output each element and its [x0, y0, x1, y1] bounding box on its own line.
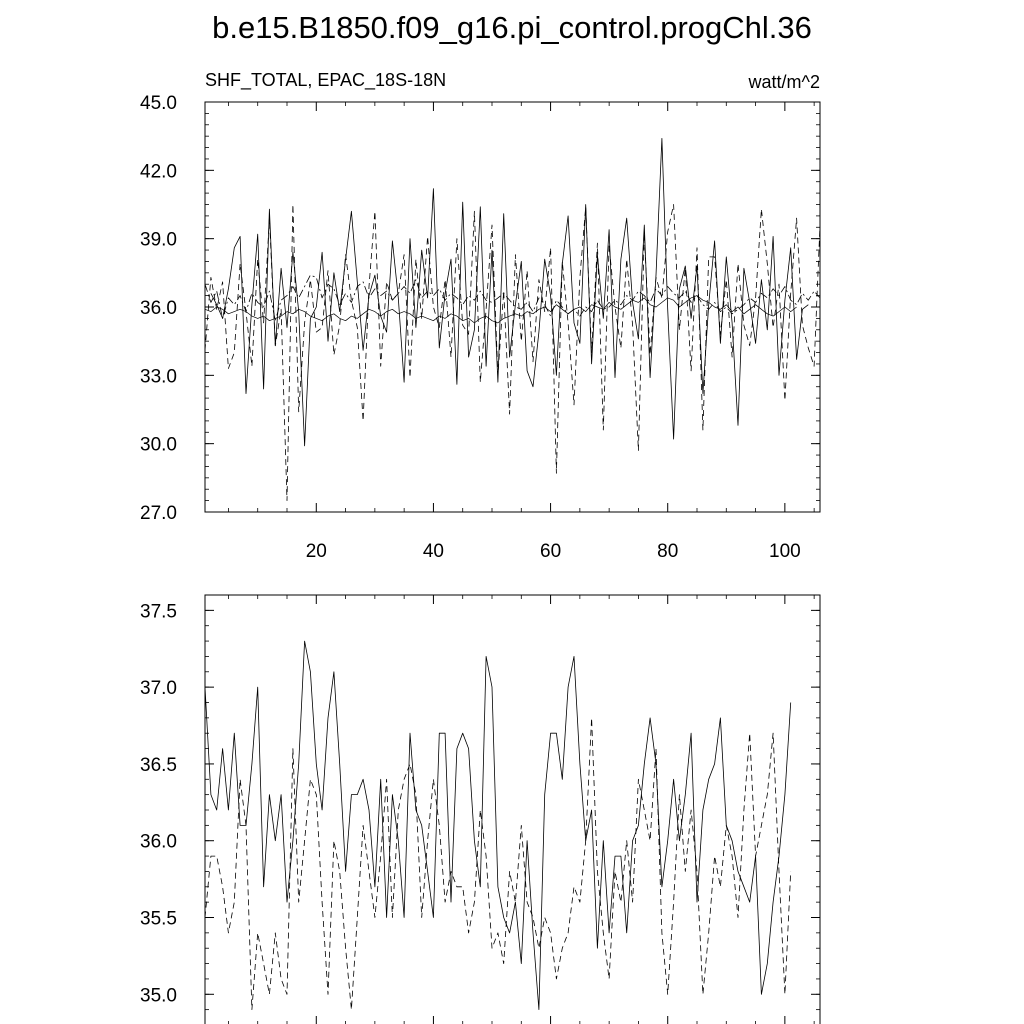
top-panel-y-tick-label: 30.0 [140, 435, 177, 456]
top-panel-x-tick-label: 80 [657, 541, 678, 562]
top-panel-series-dashdot-line [204, 274, 821, 322]
top-panel-left-label: SHF_TOTAL, EPAC_18S-18N [205, 70, 446, 91]
top-panel-series [204, 137, 821, 502]
bottom-panel-y-tick-label: 36.5 [140, 755, 177, 776]
bottom-panel-y-tick-label: 35.0 [140, 985, 177, 1006]
top-panel-x-tick-label: 40 [423, 541, 444, 562]
bottom-panel-y-tick-label: 37.0 [140, 678, 177, 699]
bottom-panel-frame [204, 594, 821, 1024]
bottom-panel-y-tick-label: 37.5 [140, 601, 177, 622]
top-panel-x-tick-label: 60 [540, 541, 561, 562]
top-panel-x-tick-label: 100 [769, 541, 801, 562]
top-panel-frame [204, 101, 821, 513]
top-panel-x-tick-label: 20 [306, 541, 327, 562]
top-panel-y-tick-label: 42.0 [140, 161, 177, 182]
top-panel-series-solid-thin-line [204, 295, 797, 324]
top-panel-y-tick-label: 45.0 [140, 93, 177, 114]
top-panel-y-tick-label: 36.0 [140, 298, 177, 319]
bottom-panel-y-tick-label: 36.0 [140, 832, 177, 853]
top-panel-units-label: watt/m^2 [748, 72, 820, 92]
top-panel-y-tick-label: 27.0 [140, 503, 177, 524]
bottom-panel-series-dashed-line [204, 717, 792, 1010]
figure-title: b.e15.B1850.f09_g16.pi_control.progChl.3… [212, 10, 812, 45]
top-panel-y-tick-label: 39.0 [140, 230, 177, 251]
top-panel-ticks: 27.0 30.0 33.0 36.0 39.0 42.0 45.0 20 40 60 80 100 [140, 93, 820, 562]
top-panel: SHF_TOTAL, EPAC_18S-18N watt/m^2 27.0 30.… [140, 70, 821, 562]
top-panel-series-solid-line [210, 137, 809, 447]
top-panel-series-dashed-line [204, 204, 821, 502]
bottom-panel-series-solid-line [204, 640, 792, 1010]
bottom-panel-series [204, 640, 792, 1010]
bottom-panel-y-tick-label: 35.5 [140, 909, 177, 930]
bottom-panel: 35.0 35.5 36.0 36.5 37.0 37.5 [140, 594, 821, 1024]
bottom-panel-ticks: 35.0 35.5 36.0 36.5 37.0 37.5 [140, 594, 820, 1024]
top-panel-y-tick-label: 33.0 [140, 366, 177, 387]
